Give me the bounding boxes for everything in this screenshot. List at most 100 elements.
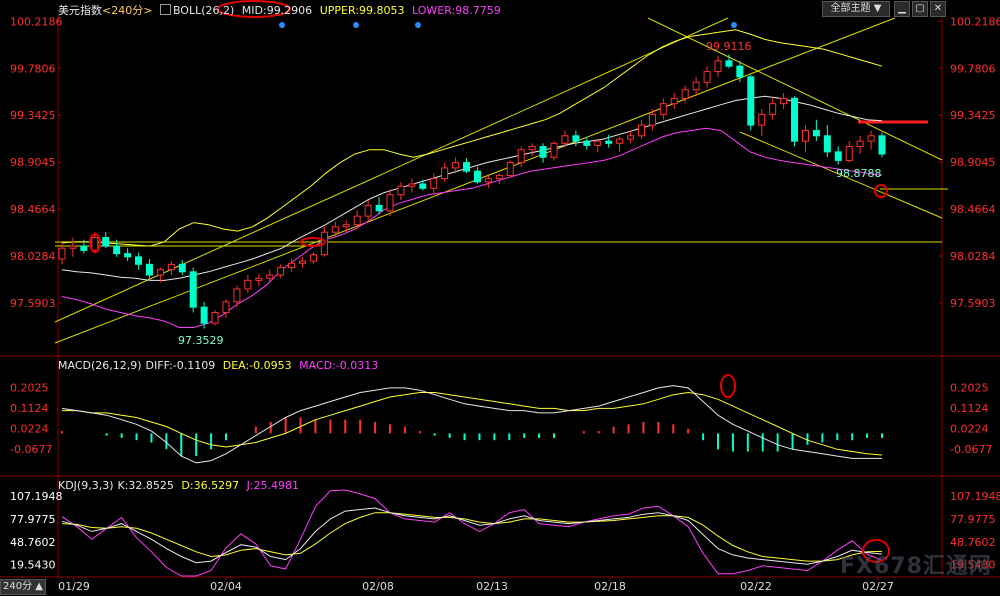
boll-mid-value: MID:99.2906 [241, 4, 313, 17]
candle [222, 301, 230, 314]
candle [616, 138, 624, 144]
price-tick-label-right: 98.9045 [950, 156, 996, 169]
channel-upper-line [54, 17, 729, 323]
x-axis-label: 02/13 [476, 580, 508, 593]
candle [386, 194, 394, 212]
candle [878, 135, 886, 155]
price-tick-label-right: 98.4664 [950, 203, 996, 216]
x-axis-label: 02/27 [862, 580, 894, 593]
highlight-circle [874, 184, 888, 198]
kdj-k-value: K:32.8525 [117, 479, 174, 492]
candle [605, 140, 613, 144]
candle [441, 167, 449, 180]
candle [834, 151, 842, 161]
x-axis-label: 02/22 [740, 580, 772, 593]
candle [791, 97, 799, 142]
boll-lower-line [61, 127, 883, 328]
candle [648, 113, 656, 126]
candle [397, 185, 405, 196]
candle [113, 245, 121, 255]
candle [801, 129, 809, 142]
candle [189, 271, 197, 308]
candle [736, 65, 744, 78]
candle [823, 135, 831, 153]
boll-upper-value: UPPER:99.8053 [319, 4, 405, 17]
period-selector[interactable]: 240分 ▲ [0, 579, 46, 595]
maximize-button[interactable]: ▢ [912, 1, 928, 17]
candle [812, 129, 820, 137]
kdj-tick-label-right: 19.5430 [950, 559, 996, 572]
indicator-toggle-icon[interactable] [159, 4, 171, 15]
candle [364, 204, 372, 217]
recent-low-label: 98.8788 [836, 167, 882, 180]
candle [102, 237, 110, 247]
boll-name: BOLL(26,2) [172, 4, 235, 17]
macd-macd-value: MACD:-0.0313 [299, 359, 379, 372]
candle [124, 253, 132, 258]
candle [331, 226, 339, 233]
price-tick-label-right: 99.3425 [950, 109, 996, 122]
candle [156, 269, 164, 276]
candle [375, 204, 383, 212]
candle [58, 247, 66, 260]
x-axis-label: 02/08 [362, 580, 394, 593]
candle [627, 135, 635, 140]
high-price-label: 99.9116 [706, 40, 752, 53]
price-tick-label-left: 98.4664 [10, 203, 56, 216]
candle [725, 60, 733, 67]
macd-dea-value: DEA:-0.0953 [222, 359, 292, 372]
candle [419, 183, 427, 189]
macd-highlight-circle [720, 374, 736, 398]
candle [135, 256, 143, 265]
candle [255, 277, 263, 281]
candle [353, 215, 361, 226]
candle [856, 140, 864, 148]
price-tick-label-left: 99.3425 [10, 109, 56, 122]
chevron-up-icon: ▲ [35, 581, 43, 592]
signal-dot [415, 22, 421, 28]
kdj-tick-label-right: 48.7602 [950, 536, 996, 549]
highlight-circle [300, 237, 326, 247]
price-tick-label-left: 100.2186 [10, 15, 63, 28]
candle [703, 71, 711, 83]
price-tick-label-right: 97.5903 [950, 297, 996, 310]
kdj-highlight-circle [862, 539, 890, 563]
theme-dropdown[interactable]: 全部主题 ▼ [822, 1, 890, 17]
close-button[interactable]: ✕ [930, 1, 946, 17]
candle [145, 263, 153, 276]
price-tick-label-left: 98.0284 [10, 250, 56, 263]
candle [747, 76, 755, 126]
kdj-d-value: D:36.5297 [181, 479, 240, 492]
candle [758, 113, 766, 126]
kdj-tick-label-left: 19.5430 [10, 559, 56, 572]
macd-panel-header: MACD(26,12,9) DIFF:-0.1109 DEA:-0.0953 MA… [58, 359, 382, 372]
minimize-button[interactable]: ▁ [894, 1, 910, 17]
kdj-tick-label-left: 107.1948 [10, 490, 63, 503]
candle [780, 97, 788, 105]
candle [233, 288, 241, 303]
kdj-tick-label-right: 107.1948 [950, 490, 1000, 503]
macd-tick-label-left: 0.0224 [10, 422, 49, 435]
macd-tick-label-left: -0.0677 [10, 443, 52, 456]
candle [692, 81, 700, 91]
candle [528, 146, 536, 151]
price-tick-label-left: 98.9045 [10, 156, 56, 169]
price-tick-label-left: 99.7806 [10, 62, 56, 75]
candle [452, 162, 460, 169]
candle [69, 245, 77, 249]
candle [342, 224, 350, 228]
candle [309, 254, 317, 262]
highlight-circle [89, 233, 101, 253]
candle [80, 245, 88, 251]
macd-diff-value: DIFF:-0.1109 [145, 359, 216, 372]
macd-tick-label-right: 0.2025 [950, 381, 989, 394]
kdj-j-line [61, 489, 883, 577]
kdj-panel-header: KDJ(9,3,3) K:32.8525 D:36.5297 J:25.4981 [58, 479, 303, 492]
x-axis-label: 02/04 [210, 580, 242, 593]
main-panel-header: 美元指数<240分> BOLL(26,2) MID:99.2906 UPPER:… [58, 2, 505, 18]
signal-dot [353, 22, 359, 28]
down-channel-lower-line [739, 131, 943, 219]
candle [517, 149, 525, 164]
candle [200, 306, 208, 324]
macd-dea-line [62, 391, 883, 456]
